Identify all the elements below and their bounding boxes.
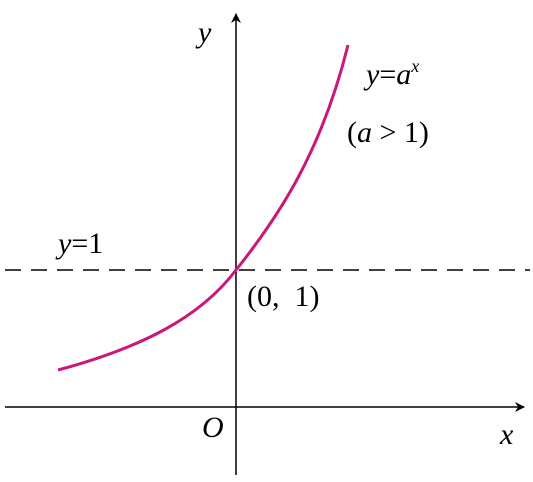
y-axis-label: y bbox=[195, 16, 212, 49]
exponential-curve bbox=[57, 44, 350, 372]
condition-label: (a > 1) bbox=[347, 116, 429, 149]
asymptote-label-part: y bbox=[55, 227, 72, 260]
curve-label-part: y bbox=[363, 58, 380, 91]
origin-label: O bbox=[202, 411, 224, 444]
x-axis-label: x bbox=[499, 418, 514, 451]
curve-label-exponent: x bbox=[410, 56, 419, 76]
curve-label-part: = bbox=[379, 58, 396, 91]
condition-label-part: > 1) bbox=[372, 116, 429, 149]
point-label: (0, 1) bbox=[247, 280, 319, 313]
asymptote-label-part: =1 bbox=[71, 227, 103, 260]
curve-label: y=ax bbox=[363, 56, 419, 91]
condition-label-part: ( bbox=[347, 116, 357, 149]
condition-label-part: a bbox=[357, 116, 372, 149]
asymptote-label: y=1 bbox=[55, 227, 103, 260]
curve-label-part: a bbox=[396, 58, 411, 91]
